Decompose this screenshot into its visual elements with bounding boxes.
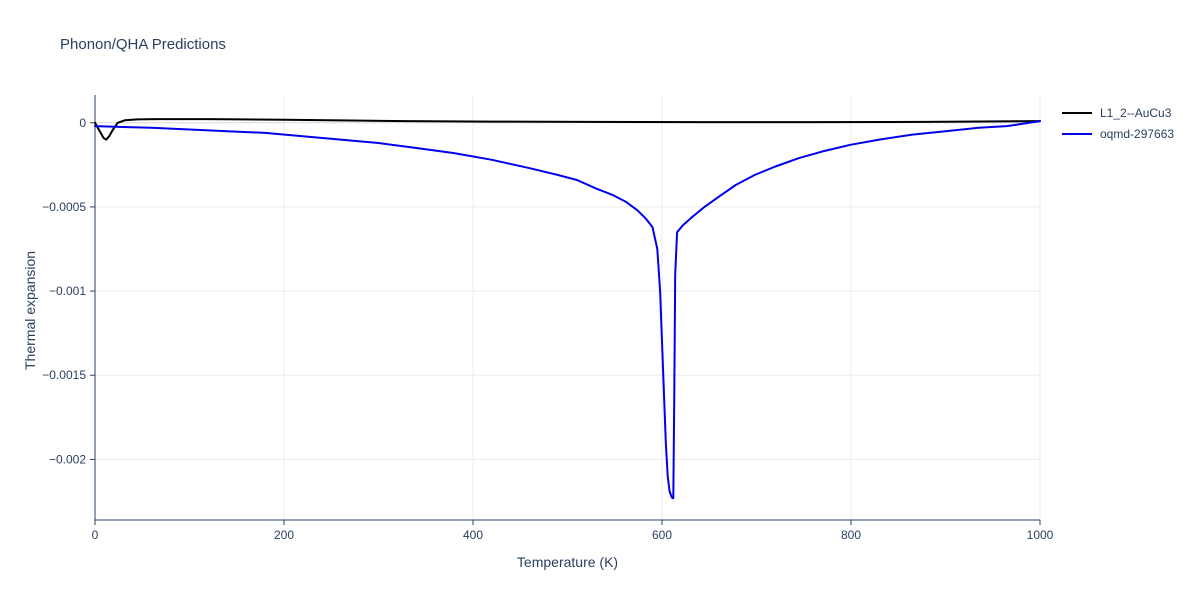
legend-item-oqmd-297663[interactable]: oqmd-297663 xyxy=(1062,127,1174,141)
y-tick-label: 0 xyxy=(79,116,86,130)
legend-swatch-black-line xyxy=(1062,112,1092,114)
x-tick-label: 400 xyxy=(463,528,483,542)
x-tick-label: 1000 xyxy=(1027,528,1054,542)
chart-title: Phonon/QHA Predictions xyxy=(60,36,226,53)
x-tick-label: 600 xyxy=(652,528,672,542)
legend: L1_2--AuCu3 oqmd-297663 xyxy=(1062,106,1174,141)
y-axis-label: Thermal expansion xyxy=(22,250,38,370)
legend-swatch-blue-line xyxy=(1062,133,1092,135)
legend-label: L1_2--AuCu3 xyxy=(1100,106,1172,120)
series-line-L1_2--AuCu3 xyxy=(94,118,1041,141)
y-tick-label: −0.002 xyxy=(49,452,86,466)
legend-item-l12-aucu3[interactable]: L1_2--AuCu3 xyxy=(1062,106,1174,120)
y-tick-label: −0.001 xyxy=(49,284,86,298)
x-tick-label: 200 xyxy=(274,528,294,542)
series-line-oqmd-297663 xyxy=(94,120,1041,500)
x-tick-label: 0 xyxy=(92,528,99,542)
legend-label: oqmd-297663 xyxy=(1100,127,1175,141)
y-tick-label: −0.0015 xyxy=(42,368,86,382)
plot-area[interactable] xyxy=(95,95,1040,520)
y-tick-label: −0.0005 xyxy=(42,200,86,214)
x-tick-label: 800 xyxy=(841,528,861,542)
x-axis-label: Temperature (K) xyxy=(516,554,619,570)
